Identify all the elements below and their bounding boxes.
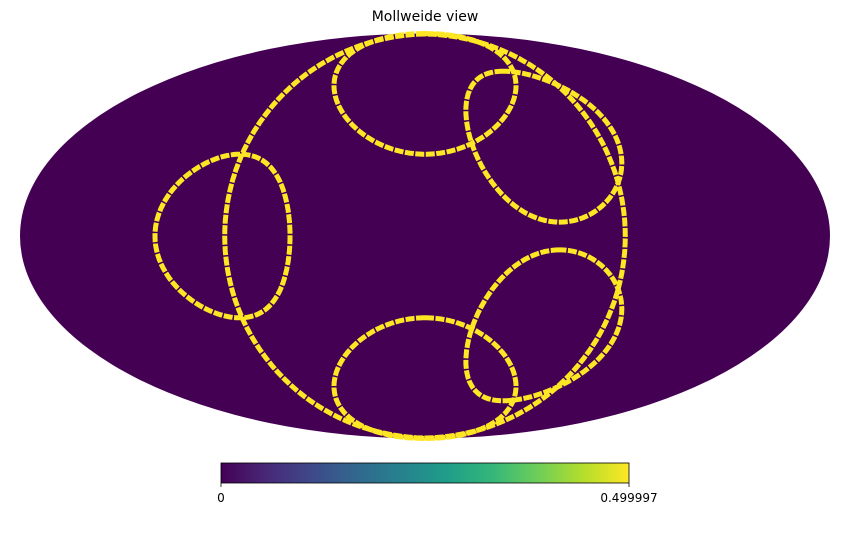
highlighted-rings [152,31,628,442]
colorbar-bar [220,462,630,484]
colorbar-max-label: 0.499997 [600,491,657,505]
colorbar: 0 0.499997 [217,462,658,505]
ring-4 [463,68,625,225]
ring-3 [331,315,519,442]
mollweide-map [20,31,830,442]
ring-5 [463,247,625,404]
ring-2 [331,31,519,157]
sky-background [20,33,830,439]
chart-title: Mollweide view [372,9,479,25]
ring-1 [152,151,293,321]
colorbar-min-label: 0 [217,491,225,505]
